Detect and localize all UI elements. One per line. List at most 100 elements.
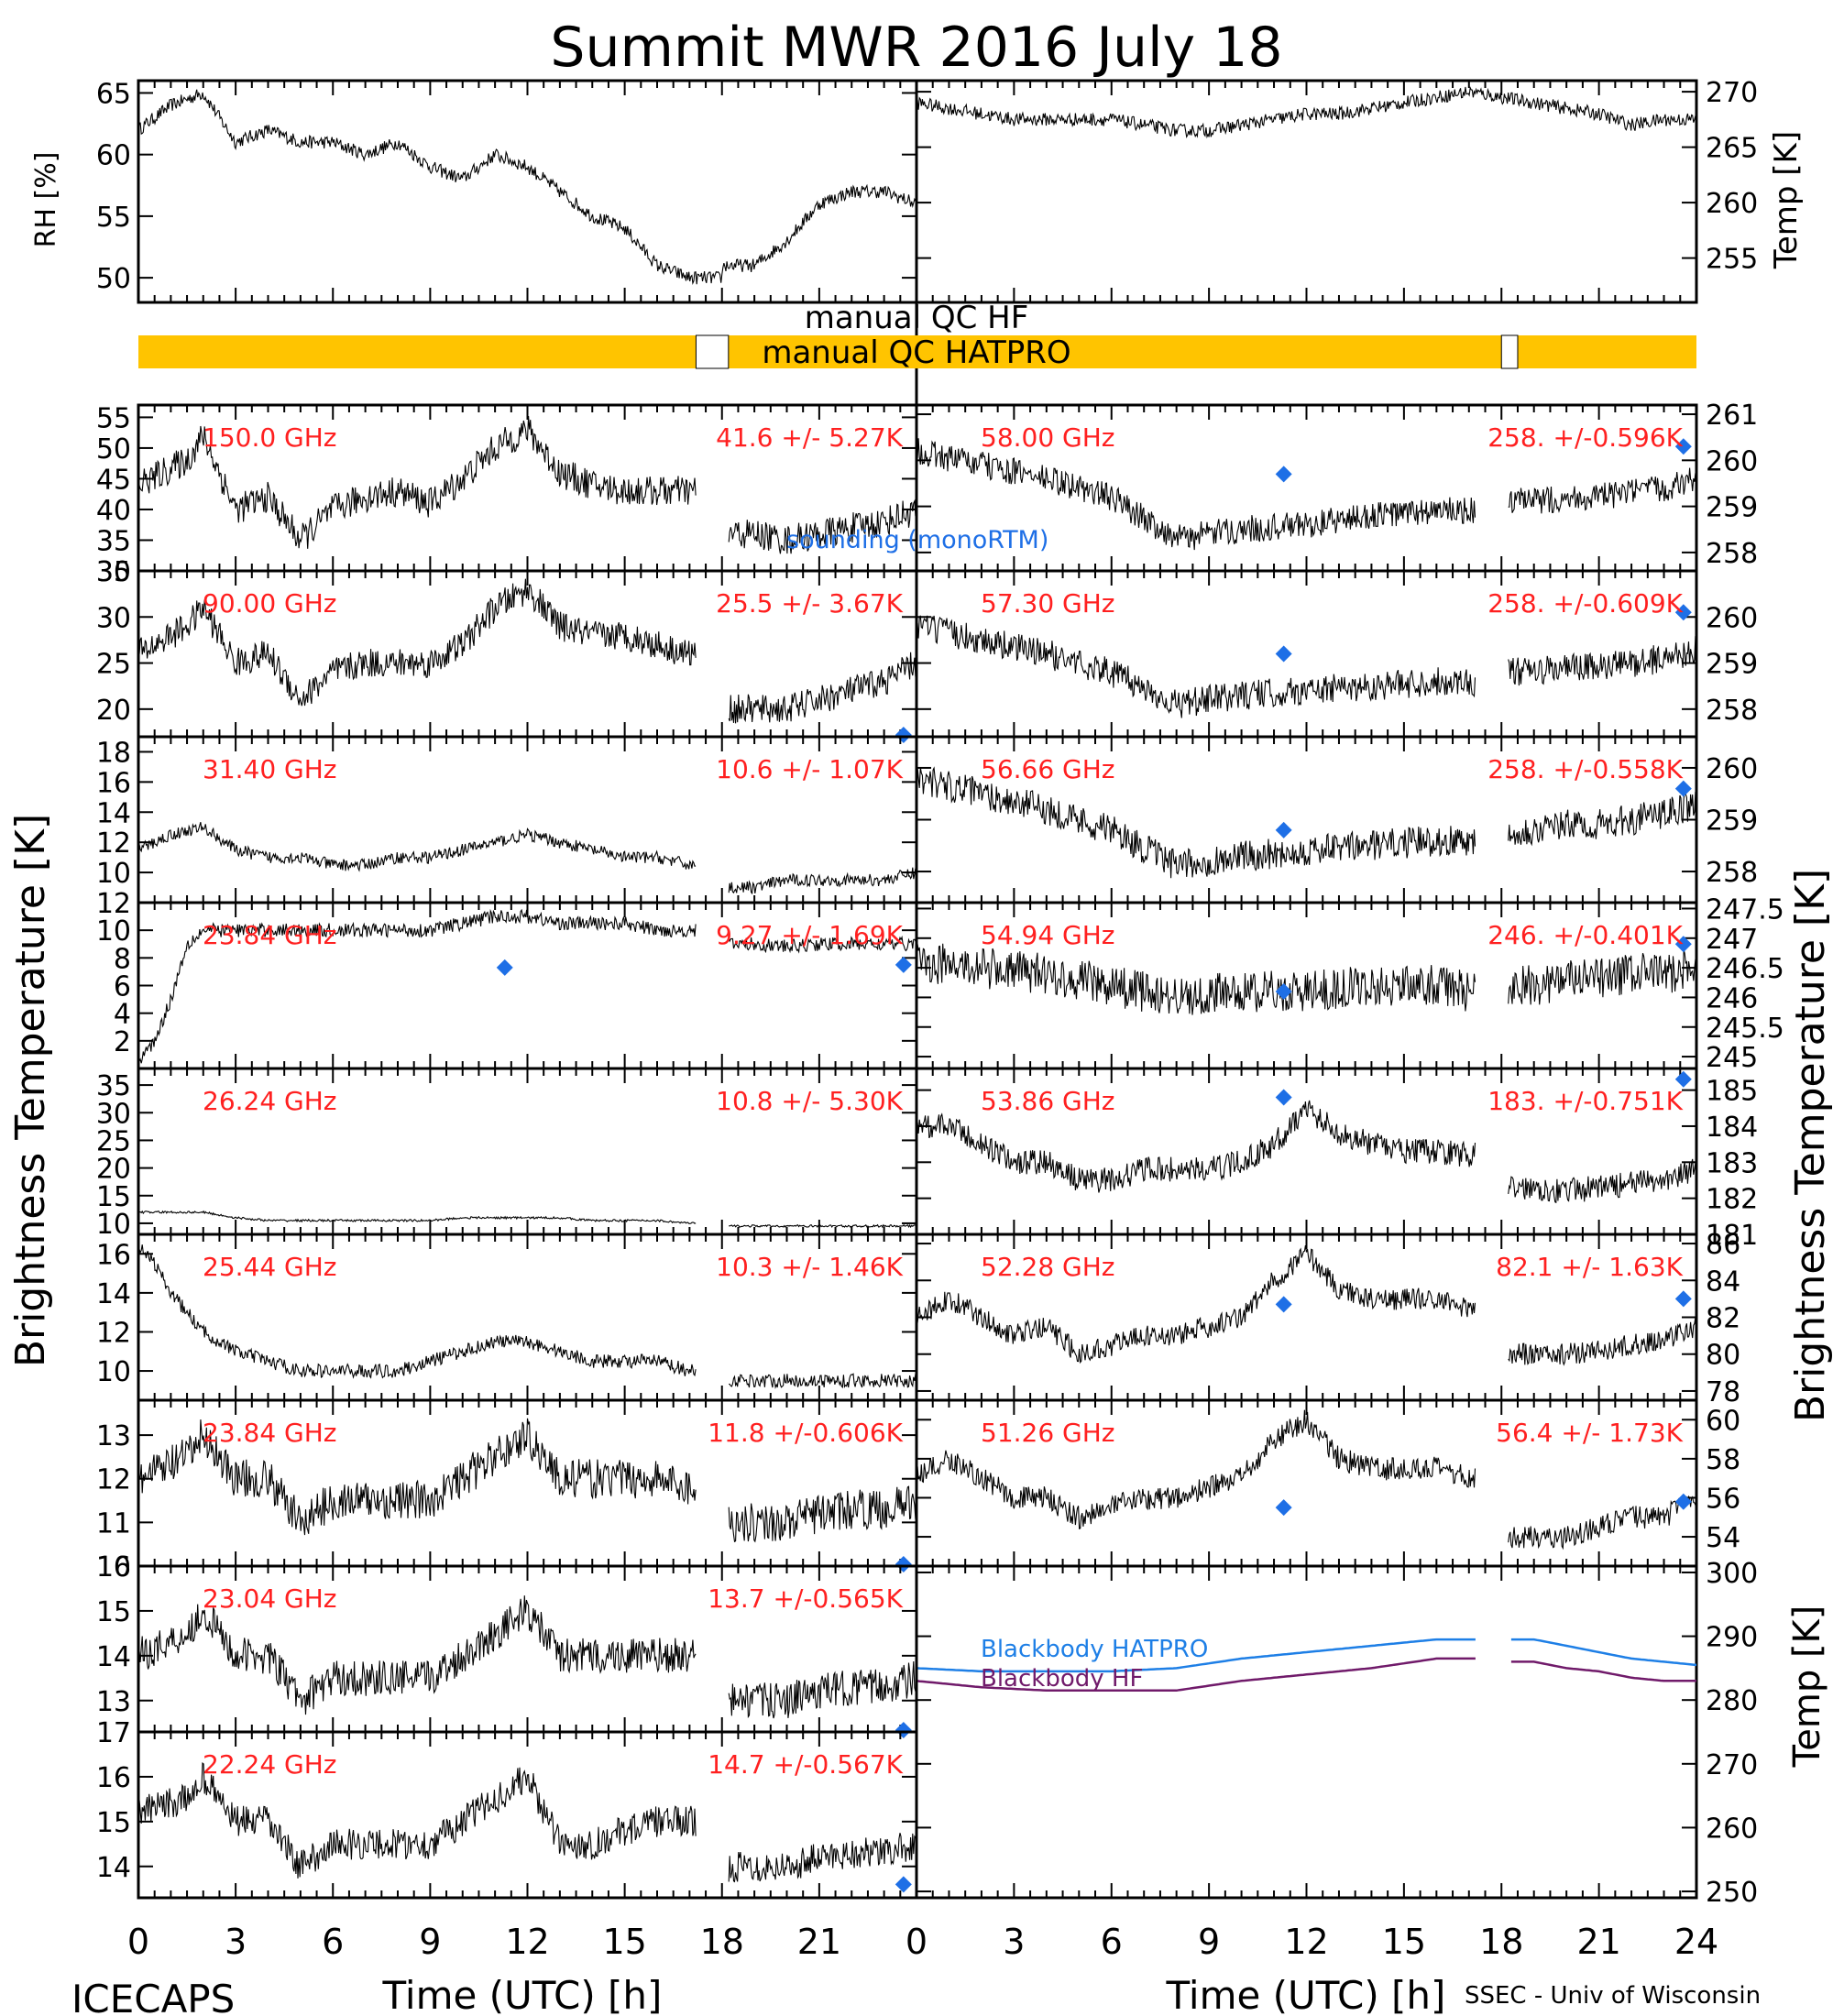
x-tick-label: 0 (906, 1922, 927, 1962)
y-tick-label: 10 (96, 1551, 131, 1583)
stat-label: 10.6 +/- 1.07K (716, 754, 903, 784)
x-tick-label: 9 (419, 1922, 441, 1962)
series-line-ch22 (138, 1762, 916, 1883)
y-tick-label: 247.5 (1706, 893, 1784, 926)
series-line-ch57 (916, 615, 1696, 718)
x-tick-label: 6 (322, 1922, 344, 1962)
panel-frame (915, 1564, 1698, 1900)
panel-ch52: 78 80 82 84 86 52.28 GHz 82.1 +/- 1.63K (915, 1229, 1740, 1408)
y-tick-label: 13 (96, 1420, 131, 1452)
y-tick-label: 30 (96, 1098, 131, 1130)
figure-title: Summit MWR 2016 July 18 (550, 16, 1282, 80)
sounding-point (895, 956, 912, 973)
bb-hf-legend: Blackbody HF (981, 1665, 1143, 1693)
y-tick-label: 300 (1706, 1558, 1758, 1590)
sounding-point (1674, 1493, 1692, 1510)
sounding-point (1275, 1499, 1292, 1517)
series-line-ch90 (138, 578, 916, 724)
series-line-ch150 (138, 415, 916, 554)
y-tick-label: 6 (114, 971, 131, 1003)
y-tick-label: 80 (1706, 1340, 1740, 1372)
x-tick-label: 21 (1576, 1922, 1620, 1962)
y-tick-label: 50 (96, 433, 131, 466)
y-tick-label: 10 (96, 1209, 131, 1241)
qc-hatpro-bar (138, 335, 1696, 368)
y-tick-label: 54 (1706, 1522, 1740, 1554)
sounding-point (1275, 1089, 1292, 1106)
y-tick-label: 30 (96, 602, 131, 634)
freq-label: 26.24 GHz (203, 1086, 337, 1116)
y-tick-label: 14 (96, 1278, 131, 1310)
y-tick-label: 4 (114, 999, 131, 1031)
tb-left-axis-title: Brightness Temperature [K] (7, 814, 54, 1367)
y-tick-label: 260 (1706, 188, 1758, 220)
x-tick-label: 0 (127, 1922, 149, 1962)
x-tick-label: 18 (700, 1922, 744, 1962)
y-tick-label: 60 (1706, 1405, 1740, 1437)
bb-hatpro-legend: Blackbody HATPRO (981, 1636, 1208, 1663)
sounding-point (1674, 438, 1692, 455)
temp-bottom-axis-title: Temp [K] (1786, 1605, 1828, 1769)
stat-label: 25.5 +/- 3.67K (716, 588, 903, 619)
panel-ch23_04: 13 14 15 16 23.04 GHz 13.7 +/-0.565K (96, 1551, 918, 1738)
y-tick-label: 17 (96, 1717, 131, 1749)
y-tick-label: 265 (1706, 133, 1758, 165)
y-tick-label: 15 (96, 1596, 131, 1628)
y-tick-label: 270 (1706, 1749, 1758, 1781)
y-tick-label: 260 (1706, 602, 1758, 634)
y-tick-label: 246 (1706, 982, 1758, 1014)
stat-label: 11.8 +/-0.606K (708, 1418, 903, 1448)
y-tick-label: 20 (96, 695, 131, 727)
stat-label: 56.4 +/- 1.73K (1496, 1418, 1683, 1448)
x-tick-label: 9 (1198, 1922, 1220, 1962)
y-tick-label: 290 (1706, 1622, 1758, 1654)
footer-left: ICECAPS (71, 1977, 235, 2016)
y-tick-label: 181 (1706, 1220, 1758, 1252)
y-tick-label: 30 (96, 556, 131, 588)
panel-frame (915, 79, 1698, 304)
y-tick-label: 184 (1706, 1112, 1758, 1144)
sounding-point (1275, 645, 1292, 663)
freq-label: 51.26 GHz (981, 1418, 1115, 1448)
y-tick-label: 82 (1706, 1303, 1740, 1335)
y-tick-label: 10 (96, 1356, 131, 1388)
y-tick-label: 13 (96, 1686, 131, 1718)
y-tick-label: 12 (96, 888, 131, 920)
stat-label: 246. +/-0.401K (1487, 920, 1683, 950)
y-tick-label: 182 (1706, 1184, 1758, 1216)
sounding-point (895, 1722, 912, 1738)
y-tick-label: 25 (96, 1125, 131, 1157)
qc-hf-label: manual QC HF (805, 300, 1029, 336)
panel-frame (137, 79, 918, 304)
x-tick-label: 3 (225, 1922, 247, 1962)
sounding-point (1275, 982, 1292, 1000)
freq-label: 25.44 GHz (203, 1252, 337, 1282)
y-tick-label: 16 (96, 1239, 131, 1271)
x-tick-label: 24 (1674, 1922, 1718, 1962)
y-tick-label: 16 (96, 767, 131, 799)
freq-label: 31.40 GHz (203, 754, 337, 784)
sounding-point (895, 726, 912, 743)
y-tick-label: 260 (1706, 445, 1758, 477)
series-line-bb-hf (916, 1657, 1696, 1693)
y-tick-label: 35 (96, 1070, 131, 1102)
x-tick-label: 6 (1101, 1922, 1123, 1962)
y-tick-label: 10 (96, 858, 131, 890)
series-line-ch25 (138, 1244, 916, 1389)
sounding-point (1674, 1290, 1692, 1308)
y-tick-label: 55 (96, 402, 131, 434)
panel-ch22: 14 15 16 17 22.24 GHz 14.7 +/-0.567K (96, 1717, 918, 1900)
y-tick-label: 260 (1706, 753, 1758, 785)
y-tick-label: 255 (1706, 244, 1758, 276)
series-line-ch54 (916, 943, 1696, 1015)
x-tick-label: 3 (1003, 1922, 1025, 1962)
y-tick-label: 65 (96, 78, 131, 110)
freq-label: 57.30 GHz (981, 588, 1115, 619)
sounding-point (895, 1876, 912, 1893)
